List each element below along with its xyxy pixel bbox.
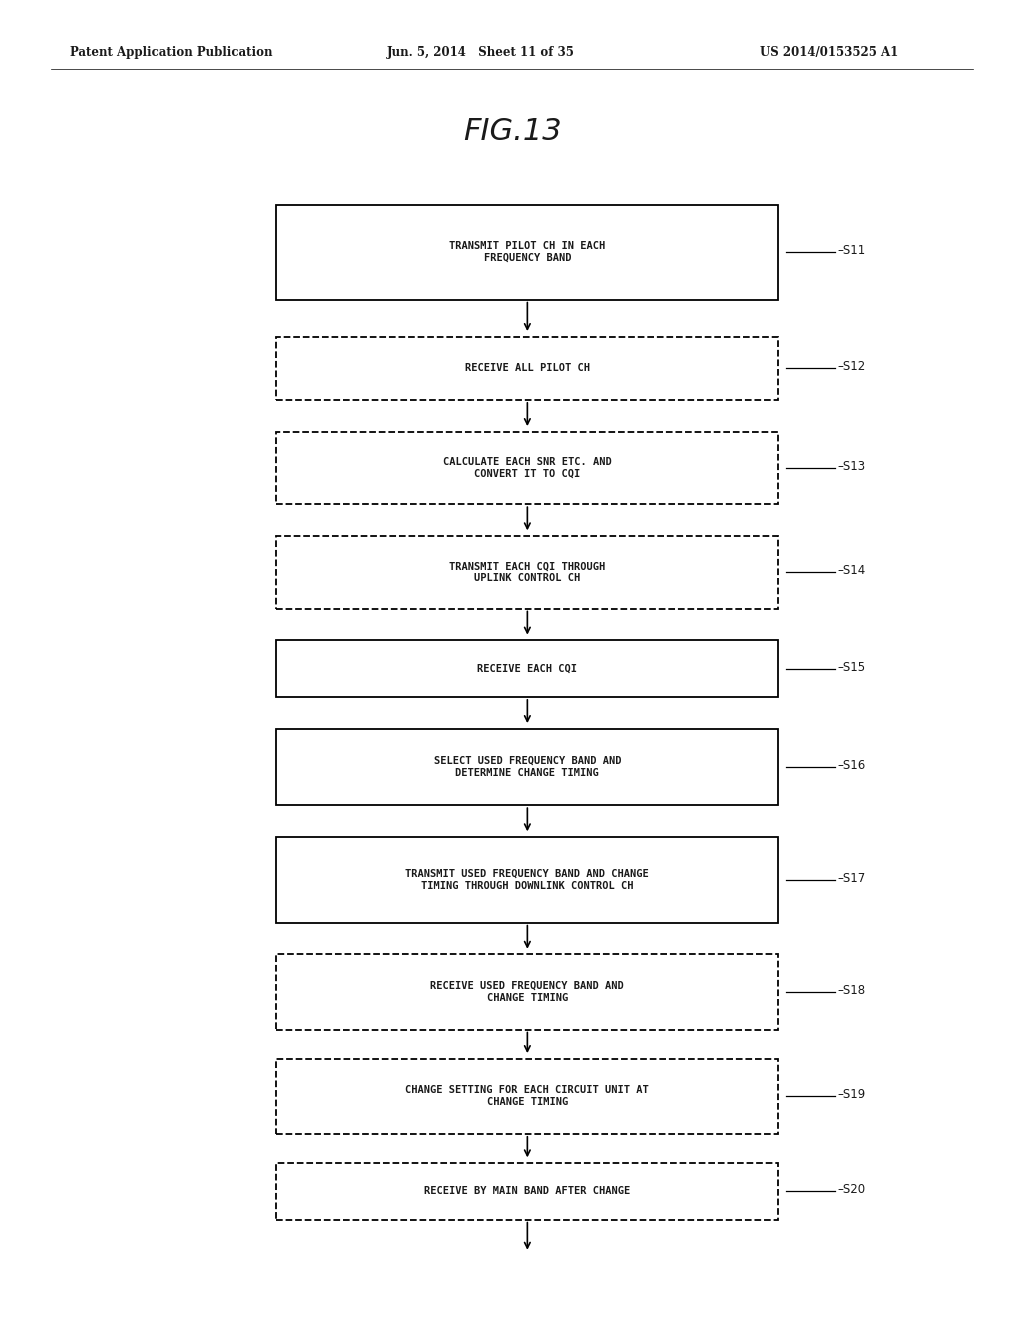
Text: –S20: –S20 — [838, 1184, 865, 1196]
Bar — [276, 837, 778, 923]
Text: US 2014/0153525 A1: US 2014/0153525 A1 — [760, 46, 898, 59]
Text: –S13: –S13 — [838, 461, 865, 473]
Text: –S19: –S19 — [838, 1089, 866, 1101]
Text: –S14: –S14 — [838, 565, 866, 577]
Text: TRANSMIT EACH CQI THROUGH
UPLINK CONTROL CH: TRANSMIT EACH CQI THROUGH UPLINK CONTROL… — [450, 561, 605, 583]
Bar — [276, 954, 778, 1030]
Text: –S18: –S18 — [838, 985, 865, 997]
Bar — [276, 1163, 778, 1220]
Text: CALCULATE EACH SNR ETC. AND
CONVERT IT TO CQI: CALCULATE EACH SNR ETC. AND CONVERT IT T… — [443, 457, 611, 479]
Text: RECEIVE EACH CQI: RECEIVE EACH CQI — [477, 664, 578, 673]
Bar — [276, 432, 778, 504]
Text: CHANGE SETTING FOR EACH CIRCUIT UNIT AT
CHANGE TIMING: CHANGE SETTING FOR EACH CIRCUIT UNIT AT … — [406, 1085, 649, 1107]
Bar — [276, 337, 778, 400]
Text: FIG.13: FIG.13 — [463, 117, 561, 147]
Text: RECEIVE ALL PILOT CH: RECEIVE ALL PILOT CH — [465, 363, 590, 374]
Text: –S11: –S11 — [838, 244, 866, 257]
Text: –S15: –S15 — [838, 661, 865, 673]
Text: –S17: –S17 — [838, 873, 866, 884]
Text: TRANSMIT PILOT CH IN EACH
FREQUENCY BAND: TRANSMIT PILOT CH IN EACH FREQUENCY BAND — [450, 242, 605, 263]
Bar — [276, 205, 778, 300]
Text: Patent Application Publication: Patent Application Publication — [70, 46, 272, 59]
Text: RECEIVE BY MAIN BAND AFTER CHANGE: RECEIVE BY MAIN BAND AFTER CHANGE — [424, 1187, 631, 1196]
Text: SELECT USED FREQUENCY BAND AND
DETERMINE CHANGE TIMING: SELECT USED FREQUENCY BAND AND DETERMINE… — [433, 756, 622, 777]
Text: –S12: –S12 — [838, 360, 866, 374]
Text: RECEIVE USED FREQUENCY BAND AND
CHANGE TIMING: RECEIVE USED FREQUENCY BAND AND CHANGE T… — [430, 981, 625, 1003]
Bar — [276, 640, 778, 697]
Bar — [276, 1059, 778, 1134]
Bar — [276, 536, 778, 609]
Bar — [276, 729, 778, 805]
Text: Jun. 5, 2014   Sheet 11 of 35: Jun. 5, 2014 Sheet 11 of 35 — [387, 46, 574, 59]
Text: TRANSMIT USED FREQUENCY BAND AND CHANGE
TIMING THROUGH DOWNLINK CONTROL CH: TRANSMIT USED FREQUENCY BAND AND CHANGE … — [406, 869, 649, 891]
Text: –S16: –S16 — [838, 759, 866, 772]
